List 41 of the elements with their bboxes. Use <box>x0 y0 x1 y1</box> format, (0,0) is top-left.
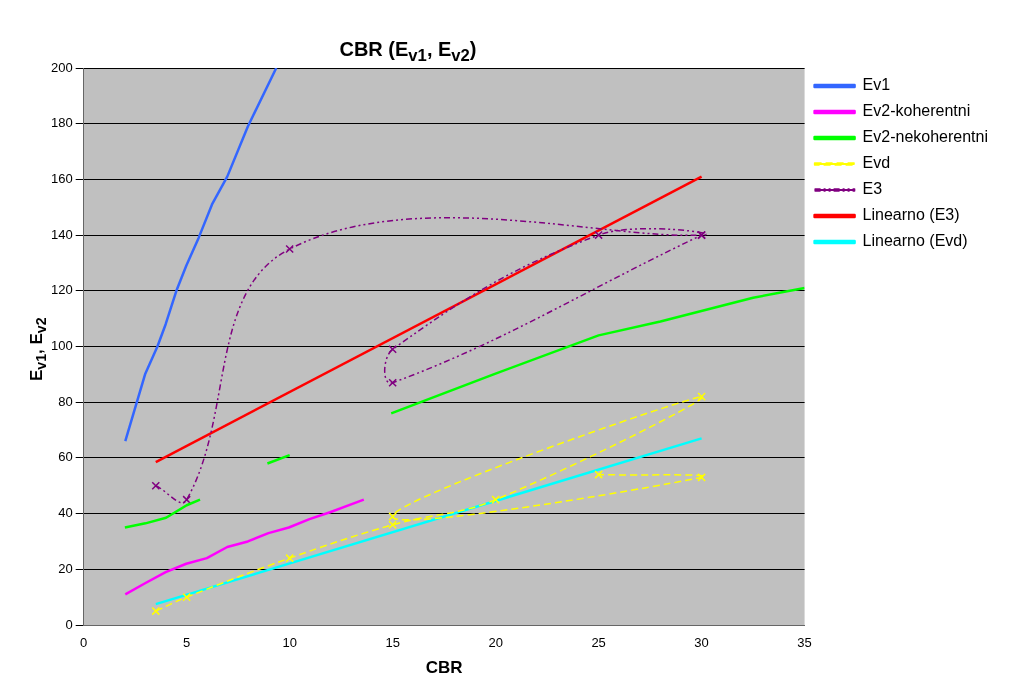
y-tick-label: 120 <box>50 282 73 298</box>
point <box>388 345 397 354</box>
legend-label: Ev2-nekoherentni <box>862 128 989 146</box>
point <box>182 495 191 504</box>
y-tick-label: 60 <box>58 449 73 465</box>
legend-label: Linearno (E3) <box>862 206 960 224</box>
point <box>151 481 161 491</box>
point <box>182 592 191 602</box>
y-tick-label: 0 <box>65 616 73 632</box>
point <box>594 470 603 479</box>
legend-label: Evd <box>862 154 891 172</box>
point <box>151 606 161 616</box>
x-tick-label: 30 <box>694 635 709 651</box>
y-tick-label: 160 <box>50 170 73 186</box>
point <box>697 392 706 401</box>
point <box>594 230 603 240</box>
y-tick-label: 180 <box>50 115 73 131</box>
legend-label: E3 <box>862 180 883 198</box>
x-tick-label: 35 <box>797 635 812 651</box>
point <box>491 495 500 504</box>
x-tick-label: 10 <box>282 635 297 651</box>
legend-label: Ev1 <box>862 76 891 94</box>
y-tick-label: 20 <box>58 560 73 576</box>
x-tick-label: 25 <box>591 635 606 651</box>
y-tick-label: 100 <box>50 338 73 354</box>
y-tick-label: 200 <box>50 59 73 75</box>
legend-label: Ev2-koherentni <box>862 102 971 120</box>
legend-label: Linearno (Evd) <box>862 232 968 250</box>
x-tick-label: 0 <box>80 635 88 651</box>
chart-title: CBR (E$_{v1}$, E$_{v2}$) <box>338 38 478 66</box>
x-tick-label: 20 <box>488 635 503 651</box>
point <box>697 473 706 482</box>
point <box>285 244 294 254</box>
x-axis-title: CBR <box>425 658 463 678</box>
x-tick-label: 5 <box>183 635 191 651</box>
point <box>388 378 397 387</box>
y-tick-label: 140 <box>50 226 73 242</box>
point <box>285 553 294 563</box>
y-tick-label: 40 <box>58 505 73 521</box>
y-tick-label: 80 <box>58 393 73 409</box>
x-tick-label: 15 <box>385 635 400 651</box>
